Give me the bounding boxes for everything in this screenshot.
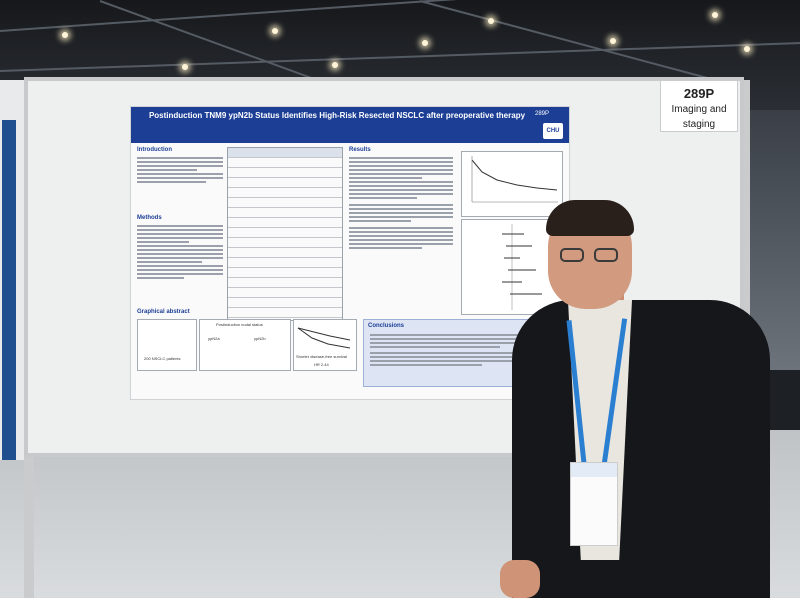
graphical-survival-curve bbox=[297, 327, 351, 349]
section-introduction: Introduction bbox=[137, 147, 172, 153]
section-conclusions: Conclusions bbox=[368, 323, 405, 329]
person-glasses bbox=[560, 248, 622, 264]
sign-number: 289P bbox=[683, 86, 715, 101]
poster-board-pole-left bbox=[24, 440, 34, 598]
sign-topic-line1: Imaging and bbox=[671, 104, 727, 115]
graphical-hr-label: HR 2.44 bbox=[314, 362, 329, 367]
graphical-survival-box: Shorter disease-free survival HR 2.44 bbox=[293, 319, 357, 371]
forest-plot-figure bbox=[461, 219, 563, 315]
topic-sign: 289P Imaging and staging bbox=[660, 80, 738, 132]
graphical-patients-label: 200 NSCLC patients bbox=[144, 356, 181, 361]
scientific-poster: Postinduction TNM9 ypN2b Status Identifi… bbox=[130, 106, 570, 400]
section-results: Results bbox=[349, 147, 371, 153]
graphical-nodal-label: Postinduction nodal status bbox=[216, 322, 263, 327]
poster-title: Postinduction TNM9 ypN2b Status Identifi… bbox=[148, 111, 526, 120]
graphical-ypn2b-label: ypN2b bbox=[254, 336, 266, 341]
graphical-patients-box: 200 NSCLC patients bbox=[137, 319, 197, 371]
introduction-text bbox=[137, 157, 223, 185]
survival-curve-plot bbox=[471, 156, 558, 203]
methods-text bbox=[137, 225, 223, 281]
graphical-abstract: 200 NSCLC patients Postinduction nodal s… bbox=[137, 317, 357, 373]
poster-id: 289P bbox=[534, 111, 549, 117]
poster-board-pole-right bbox=[740, 80, 750, 460]
name-badge bbox=[570, 462, 618, 546]
conclusions-text bbox=[370, 334, 556, 368]
graphical-nodal-box: Postinduction nodal status ypN2a ypN2b bbox=[199, 319, 291, 371]
person-hair bbox=[546, 200, 634, 236]
section-methods: Methods bbox=[137, 215, 162, 221]
poster-header: Postinduction TNM9 ypN2b Status Identifi… bbox=[131, 107, 569, 143]
survival-curve-figure bbox=[461, 151, 563, 217]
sign-topic-line2: staging bbox=[682, 119, 716, 130]
section-graphical-abstract: Graphical abstract bbox=[137, 309, 190, 315]
graphical-survival-label: Shorter disease-free survival bbox=[296, 354, 347, 359]
person-jacket bbox=[512, 300, 770, 598]
graphical-ypn2a-label: ypN2a bbox=[208, 336, 220, 341]
results-text bbox=[349, 157, 453, 251]
hospital-logo: CHU bbox=[543, 123, 563, 139]
characteristics-table bbox=[227, 147, 343, 321]
forest-plot bbox=[502, 224, 542, 310]
person-hand bbox=[500, 560, 540, 598]
